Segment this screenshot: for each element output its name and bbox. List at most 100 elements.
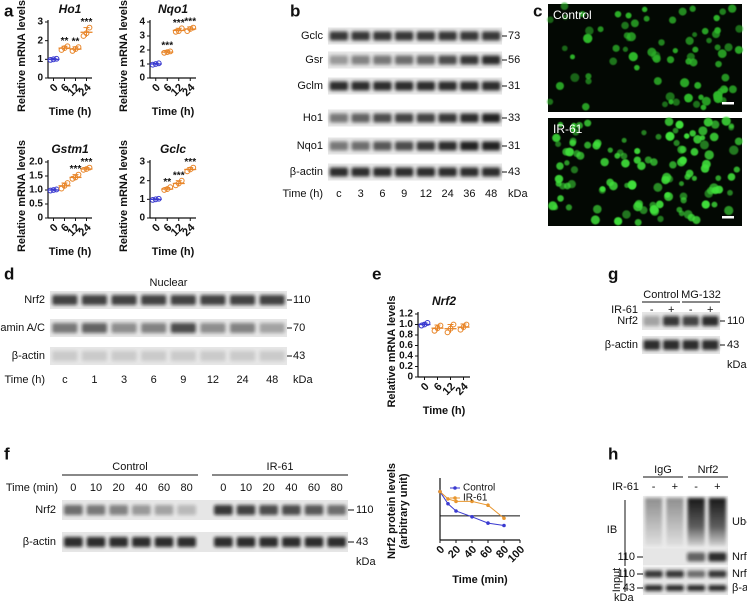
label: Gclm (297, 80, 323, 92)
band (329, 141, 349, 151)
band (327, 537, 346, 547)
cell (546, 16, 554, 24)
replicate-point (437, 322, 444, 329)
cell (647, 47, 657, 57)
cell (709, 132, 719, 142)
y-tick-label: 0.6 (399, 340, 413, 351)
replicate-point (161, 187, 168, 193)
band (662, 340, 680, 350)
cell (554, 174, 564, 184)
cell (684, 93, 693, 103)
band (394, 55, 414, 65)
x-axis-label: Time (min) (452, 574, 508, 586)
band (304, 505, 324, 515)
label: 40 (285, 482, 297, 494)
band (643, 316, 661, 326)
band (329, 81, 349, 91)
cell (567, 179, 576, 189)
band (329, 31, 349, 41)
significance: *** (173, 170, 185, 181)
cell (572, 128, 580, 136)
label: 24 (236, 374, 248, 386)
label: 3 (358, 188, 364, 200)
label: IR-61 (611, 304, 638, 316)
cell (701, 27, 709, 35)
cell (653, 182, 663, 192)
panel-letter: d (4, 264, 14, 283)
cell (713, 14, 720, 22)
y-axis-label: Relative mRNA levels (16, 140, 28, 252)
cell (701, 200, 710, 209)
cell (655, 133, 662, 140)
point (486, 521, 490, 525)
significance: *** (70, 164, 82, 175)
label: - (650, 304, 654, 316)
cell (727, 189, 733, 196)
x-axis-label: Time (h) (152, 106, 195, 118)
band (460, 55, 479, 65)
cell (650, 158, 658, 166)
cell (734, 137, 743, 146)
cell (686, 52, 695, 61)
cell (557, 195, 564, 202)
y-tick-label: 2 (139, 45, 145, 56)
cell (672, 98, 680, 106)
label: 110 (617, 568, 635, 580)
label: 3 (121, 374, 127, 386)
label: 60 (158, 482, 170, 494)
replicate-point (172, 28, 179, 35)
label: - (694, 481, 698, 493)
cell (669, 161, 677, 169)
legend-marker (453, 496, 457, 500)
band (438, 31, 457, 41)
band (86, 537, 106, 547)
cell (655, 200, 664, 209)
cell (662, 101, 668, 108)
x-tick-label: 60 (478, 544, 495, 561)
band (229, 295, 256, 305)
cell (621, 159, 630, 168)
band (438, 55, 457, 65)
band (154, 505, 174, 515)
band (481, 167, 501, 177)
cell (556, 162, 564, 170)
scale-bar (722, 102, 734, 105)
blot-background (642, 312, 720, 330)
cell (700, 104, 707, 111)
panel-letter: g (608, 264, 618, 283)
cell (557, 121, 564, 128)
band (438, 81, 457, 91)
band (481, 141, 501, 151)
x-tick-label: 100 (506, 544, 527, 565)
x-tick-label: 24 (77, 81, 95, 99)
cell (548, 201, 558, 211)
band (373, 31, 392, 41)
cell (666, 56, 675, 64)
x-tick-label: 0 (434, 544, 447, 557)
label: 80 (331, 482, 343, 494)
band (394, 31, 414, 41)
chart-title: Gstm1 (51, 142, 89, 156)
band (373, 167, 392, 177)
cell (700, 164, 710, 173)
label: Ho1 (303, 112, 323, 124)
band (200, 351, 226, 361)
y-tick-label: 0 (139, 73, 145, 84)
legend-marker (453, 486, 457, 490)
label: - (652, 481, 656, 493)
band (701, 316, 719, 326)
cell (673, 139, 680, 147)
band (81, 295, 108, 305)
cell (622, 210, 631, 219)
y-tick-label: 0.8 (399, 330, 413, 341)
cell (717, 49, 727, 59)
cell (555, 141, 562, 148)
band (351, 167, 370, 177)
y-tick-label: 0 (37, 73, 43, 84)
blot-background (328, 109, 502, 127)
label: Nrf2 (698, 464, 719, 476)
cell (584, 141, 592, 149)
cell (715, 175, 722, 181)
label: kDa (727, 359, 747, 371)
point (502, 523, 506, 528)
